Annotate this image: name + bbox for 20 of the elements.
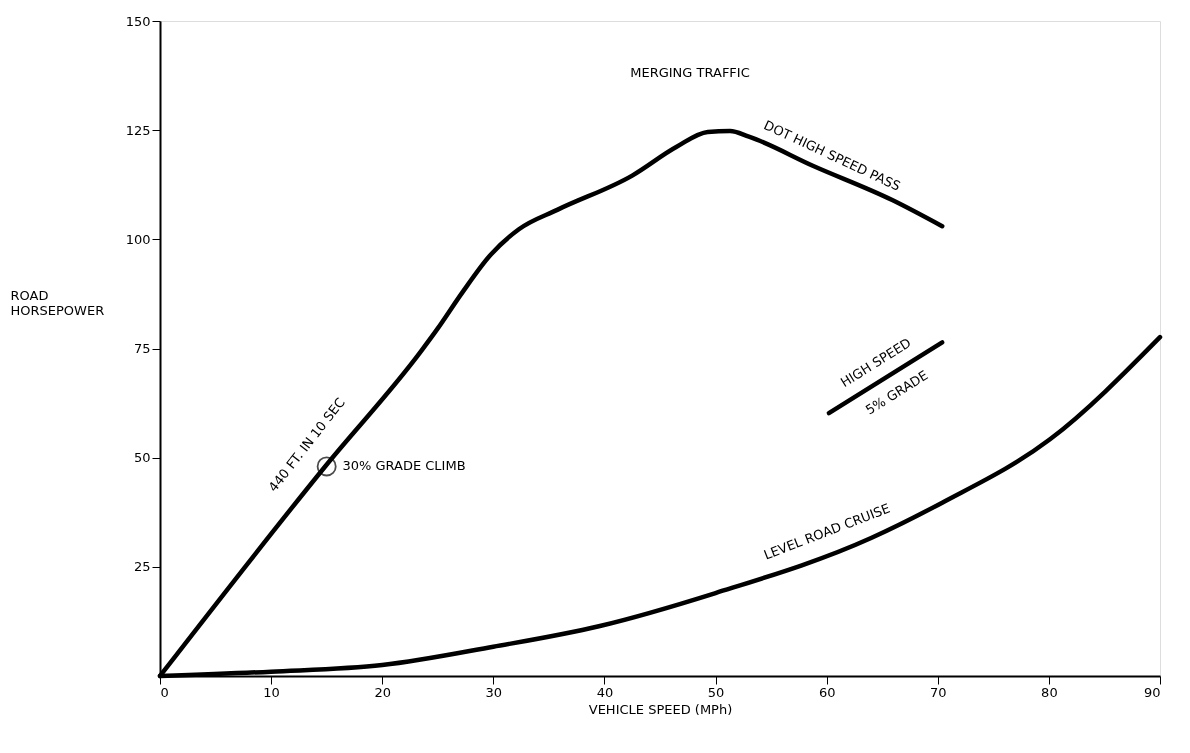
x-tick-label: 40	[596, 684, 614, 700]
y-tick-label: 125	[125, 122, 151, 138]
x-tick-label: 0	[160, 684, 169, 700]
x-tick-label: 10	[263, 684, 280, 700]
x-tick-label: 90	[1143, 684, 1161, 700]
x-tick-label: 30	[485, 684, 503, 700]
y-tick-label: 50	[133, 450, 151, 466]
y-tick-label: 100	[125, 231, 151, 247]
x-tick-label: 70	[930, 684, 947, 700]
x-tick-label: 80	[1041, 684, 1058, 700]
y-tick-label: 75	[133, 341, 151, 356]
y-tick-label: 150	[125, 13, 151, 29]
y-axis-title: ROAD HORSEPOWER	[10, 288, 105, 319]
x-axis-title: VEHICLE SPEED (MPh)	[588, 701, 733, 717]
annotation: MERGING TRAFFIC	[630, 65, 750, 80]
y-tick-label: 25	[133, 559, 151, 575]
x-tick-label: 20	[374, 684, 391, 700]
x-tick-label: 50	[707, 684, 725, 700]
x-tick-label: 60	[818, 684, 836, 700]
annotation: 30% GRADE CLIMB	[342, 458, 466, 473]
